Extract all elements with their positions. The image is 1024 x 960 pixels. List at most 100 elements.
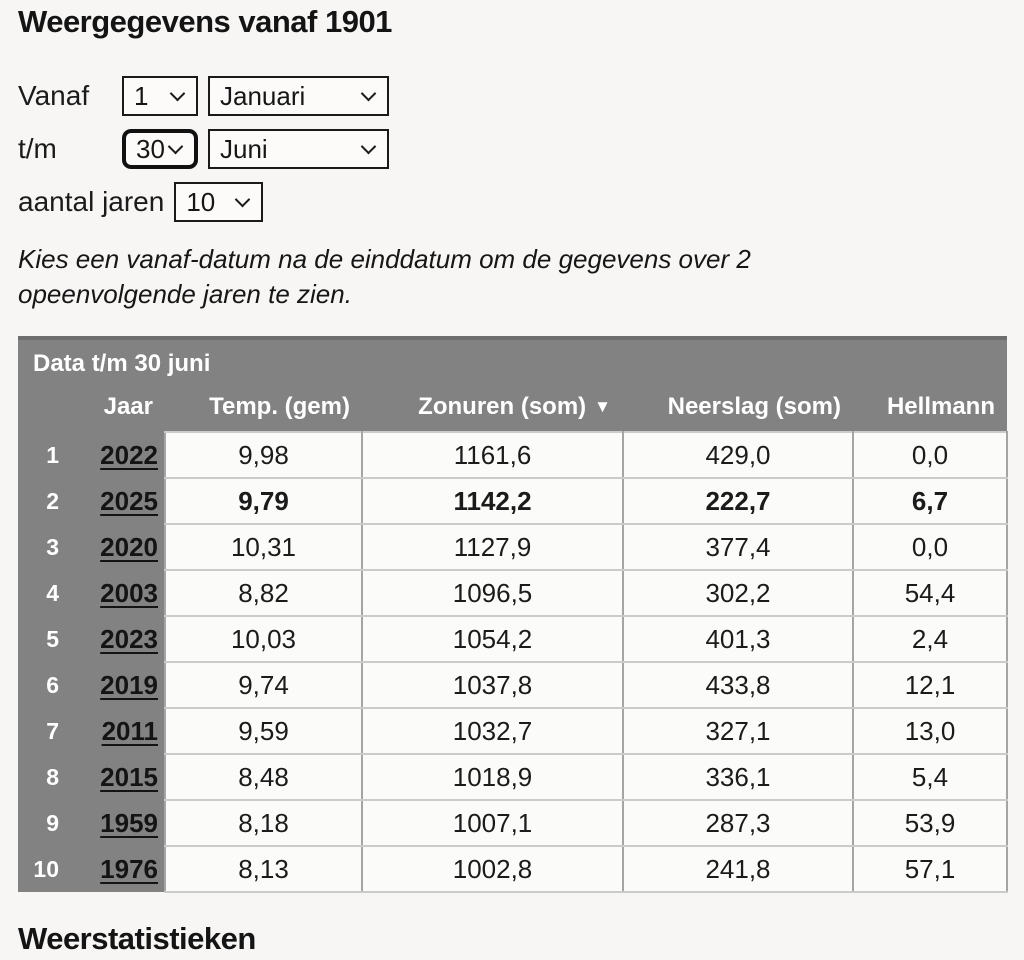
zonuren-cell: 1037,8 xyxy=(361,661,624,710)
hellmann-cell: 53,9 xyxy=(852,799,1008,848)
vanaf-label: Vanaf xyxy=(18,80,90,111)
rank-cell: 7 xyxy=(18,708,75,755)
temp-cell: 8,13 xyxy=(164,845,363,894)
vanaf-day-select-wrap: 1 xyxy=(122,76,198,116)
tm-month-select[interactable]: Juni xyxy=(210,131,387,167)
table-row: 8 2015 8,48 1018,9 336,1 5,4 xyxy=(18,753,1008,802)
neerslag-cell: 222,7 xyxy=(622,477,854,526)
form-row-tm: t/m 30 Juni xyxy=(18,129,1024,169)
year-link[interactable]: 2020 xyxy=(100,531,158,562)
table-row: 2 2025 9,79 1142,2 222,7 6,7 xyxy=(18,477,1008,526)
neerslag-cell: 241,8 xyxy=(622,845,854,894)
rank-cell: 9 xyxy=(18,800,75,847)
sort-desc-icon: ▼ xyxy=(594,396,611,416)
zonuren-cell: 1002,8 xyxy=(361,845,624,894)
zonuren-cell: 1161,6 xyxy=(361,431,624,480)
table-row: 10 1976 8,13 1002,8 241,8 57,1 xyxy=(18,845,1008,894)
temp-cell: 9,79 xyxy=(164,477,363,526)
vanaf-month-select-wrap: Januari xyxy=(208,76,389,116)
zonuren-cell: 1007,1 xyxy=(361,799,624,848)
temp-cell: 9,74 xyxy=(164,661,363,710)
neerslag-cell: 377,4 xyxy=(622,523,854,572)
aantal-jaren-label: aantal jaren xyxy=(18,186,165,217)
year-cell: 2003 xyxy=(75,570,165,617)
hellmann-cell: 54,4 xyxy=(852,569,1008,618)
year-cell: 1959 xyxy=(75,800,165,847)
table-row: 7 2011 9,59 1032,7 327,1 13,0 xyxy=(18,707,1008,756)
vanaf-month-select[interactable]: Januari xyxy=(210,78,387,114)
tm-day-select-wrap: 30 xyxy=(122,129,198,169)
section-title-weerstatistieken: Weerstatistieken xyxy=(18,921,256,957)
year-link[interactable]: 2015 xyxy=(100,761,158,792)
tm-label: t/m xyxy=(18,133,57,164)
zonuren-cell: 1142,2 xyxy=(361,477,624,526)
temp-cell: 10,03 xyxy=(164,615,363,664)
date-range-form: Vanaf 1 Januari t/m 30 xyxy=(18,76,1024,222)
aantal-jaren-select[interactable]: 10 xyxy=(176,184,262,220)
year-cell: 2011 xyxy=(75,708,165,755)
table-row: 3 2020 10,31 1127,9 377,4 0,0 xyxy=(18,523,1008,572)
year-cell: 2023 xyxy=(75,616,165,663)
column-header-jaar[interactable]: Jaar xyxy=(18,388,165,433)
year-cell: 2022 xyxy=(75,432,165,479)
year-cell: 1976 xyxy=(75,846,165,893)
column-header-temp[interactable]: Temp. (gem) xyxy=(165,388,362,433)
weather-data-table: Data t/m 30 juni Jaar Temp. (gem) Zonure… xyxy=(18,336,1008,894)
zonuren-cell: 1032,7 xyxy=(361,707,624,756)
rank-cell: 8 xyxy=(18,754,75,801)
tm-day-select[interactable]: 30 xyxy=(126,133,194,165)
neerslag-cell: 327,1 xyxy=(622,707,854,756)
year-cell: 2019 xyxy=(75,662,165,709)
hellmann-cell: 0,0 xyxy=(852,431,1008,480)
temp-cell: 8,18 xyxy=(164,799,363,848)
year-link[interactable]: 1959 xyxy=(100,807,158,838)
year-cell: 2020 xyxy=(75,524,165,571)
year-link[interactable]: 2022 xyxy=(100,439,158,470)
table-header-row: Jaar Temp. (gem) Zonuren (som) ▼ Neerslag… xyxy=(18,388,1007,433)
column-header-zonuren[interactable]: Zonuren (som) ▼ xyxy=(362,388,623,433)
hellmann-cell: 57,1 xyxy=(852,845,1008,894)
year-link[interactable]: 2003 xyxy=(100,577,158,608)
temp-cell: 8,82 xyxy=(164,569,363,618)
table-row: 9 1959 8,18 1007,1 287,3 53,9 xyxy=(18,799,1008,848)
neerslag-cell: 287,3 xyxy=(622,799,854,848)
rank-cell: 5 xyxy=(18,616,75,663)
year-link[interactable]: 2023 xyxy=(100,623,158,654)
hellmann-cell: 6,7 xyxy=(852,477,1008,526)
tm-month-select-wrap: Juni xyxy=(208,129,389,169)
column-header-neerslag[interactable]: Neerslag (som) xyxy=(623,388,853,433)
neerslag-cell: 429,0 xyxy=(622,431,854,480)
rank-cell: 1 xyxy=(18,432,75,479)
table-row: 1 2022 9,98 1161,6 429,0 0,0 xyxy=(18,431,1008,480)
hellmann-cell: 5,4 xyxy=(852,753,1008,802)
table-caption: Data t/m 30 juni xyxy=(18,338,1007,389)
table-row: 4 2003 8,82 1096,5 302,2 54,4 xyxy=(18,569,1008,618)
hint-text: Kies een vanaf-datum na de einddatum om … xyxy=(18,244,751,310)
year-link[interactable]: 2025 xyxy=(100,485,158,516)
temp-cell: 10,31 xyxy=(164,523,363,572)
zonuren-cell: 1018,9 xyxy=(361,753,624,802)
vanaf-day-select[interactable]: 1 xyxy=(124,78,196,114)
hellmann-cell: 2,4 xyxy=(852,615,1008,664)
temp-cell: 9,59 xyxy=(164,707,363,756)
year-link[interactable]: 2019 xyxy=(100,669,158,700)
neerslag-cell: 302,2 xyxy=(622,569,854,618)
rank-cell: 6 xyxy=(18,662,75,709)
hellmann-cell: 12,1 xyxy=(852,661,1008,710)
form-row-vanaf: Vanaf 1 Januari xyxy=(18,76,1024,116)
year-cell: 2025 xyxy=(75,478,165,525)
zonuren-cell: 1127,9 xyxy=(361,523,624,572)
zonuren-cell: 1096,5 xyxy=(361,569,624,618)
year-link[interactable]: 2011 xyxy=(101,715,158,746)
rank-cell: 10 xyxy=(18,846,75,893)
neerslag-cell: 401,3 xyxy=(622,615,854,664)
column-header-hellmann[interactable]: Hellmann xyxy=(853,388,1007,433)
table-row: 6 2019 9,74 1037,8 433,8 12,1 xyxy=(18,661,1008,710)
year-link[interactable]: 1976 xyxy=(100,853,158,884)
aantal-jaren-select-wrap: 10 xyxy=(174,182,264,222)
page-title: Weergegevens vanaf 1901 xyxy=(18,4,392,39)
hellmann-cell: 13,0 xyxy=(852,707,1008,756)
temp-cell: 8,48 xyxy=(164,753,363,802)
rank-cell: 4 xyxy=(18,570,75,617)
